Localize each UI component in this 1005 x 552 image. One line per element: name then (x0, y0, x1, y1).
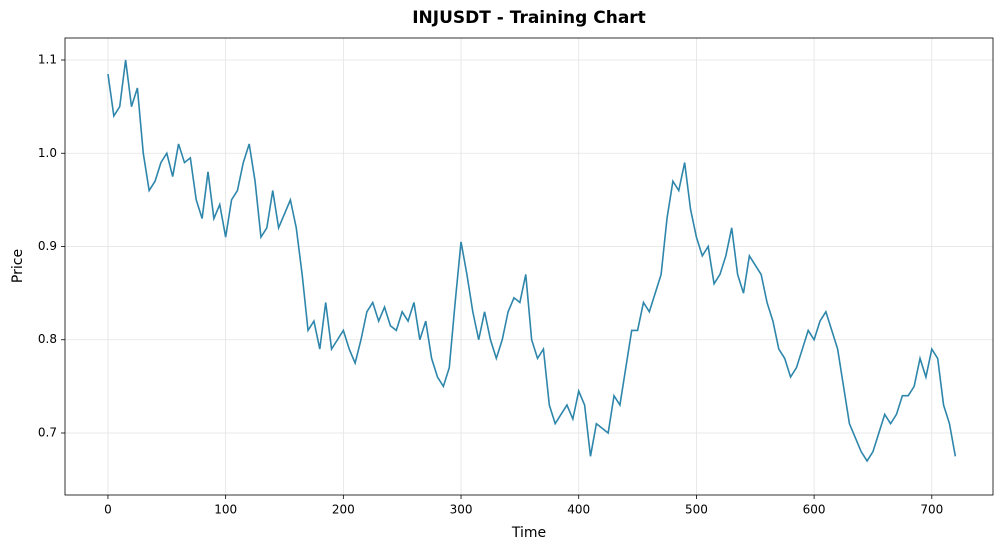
y-tick-label: 1.1 (38, 53, 57, 67)
x-tick-label: 700 (920, 503, 943, 517)
x-tick-label: 100 (214, 503, 237, 517)
x-tick-label: 400 (567, 503, 590, 517)
y-tick-label: 0.9 (38, 239, 57, 253)
x-axis-label: Time (511, 525, 546, 541)
y-tick-label: 1.0 (38, 146, 57, 160)
x-tick-label: 200 (332, 503, 355, 517)
x-tick-label: 500 (685, 503, 708, 517)
y-tick-label: 0.8 (38, 332, 57, 346)
x-tick-label: 0 (104, 503, 112, 517)
x-tick-label: 300 (450, 503, 473, 517)
price-line (107, 59, 957, 463)
y-tick-label: 0.7 (38, 425, 57, 439)
chart-title: INJUSDT - Training Chart (412, 8, 646, 28)
plot-frame (64, 37, 994, 496)
y-axis-label: Price (10, 249, 26, 283)
x-tick-label: 600 (803, 503, 826, 517)
